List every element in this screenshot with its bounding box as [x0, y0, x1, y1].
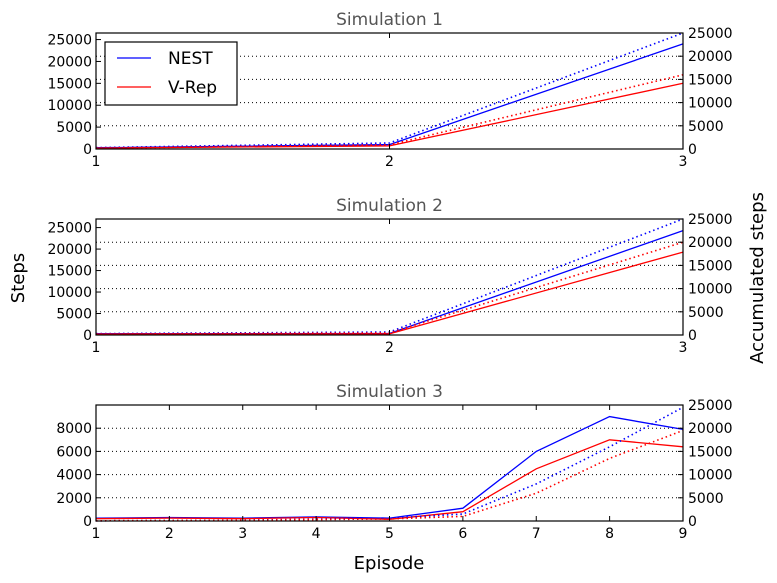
y2-tick-label: 10000 — [688, 282, 733, 298]
y-tick-label: 15000 — [47, 264, 92, 280]
x-tick-label: 1 — [92, 154, 101, 170]
y2-tick-label: 25000 — [688, 212, 733, 228]
series-line-1 — [95, 415, 684, 519]
y-tick-label: 0 — [83, 328, 92, 344]
x-tick-label: 1 — [92, 526, 101, 542]
y2-tick-label: 10000 — [688, 468, 733, 484]
y2-tick-label: 0 — [688, 142, 697, 158]
y2-tick-label: 20000 — [688, 49, 733, 65]
y-tick-label: 8000 — [56, 421, 92, 437]
y-tick-label: 5000 — [56, 307, 92, 323]
y-tick-label: 20000 — [47, 54, 92, 70]
x-tick-label: 2 — [385, 340, 394, 356]
y-tick-label: 4000 — [56, 468, 92, 484]
series-line-3 — [95, 406, 684, 522]
x-tick-label: 9 — [679, 526, 688, 542]
y-tick-label: 10000 — [47, 98, 92, 114]
legend: NEST V-Rep — [104, 41, 238, 106]
chart-title: Simulation 3 — [336, 382, 443, 402]
y2-tick-label: 25000 — [688, 26, 733, 42]
right-y-axis-label: Accumulated steps — [747, 192, 768, 364]
y2-tick-label: 15000 — [688, 444, 733, 460]
chart-title: Simulation 1 — [336, 10, 443, 30]
x-tick-label: 4 — [312, 526, 321, 542]
y2-tick-label: 25000 — [688, 398, 733, 414]
x-tick-label: 3 — [679, 340, 688, 356]
series-line-3 — [95, 32, 684, 149]
series-line-4 — [95, 429, 684, 522]
y-tick-label: 20000 — [47, 242, 92, 258]
x-tick-label: 2 — [165, 526, 174, 542]
x-tick-label: 1 — [92, 340, 101, 356]
y2-tick-label: 10000 — [688, 96, 733, 112]
y-tick-label: 5000 — [56, 120, 92, 136]
legend-label: NEST — [168, 49, 213, 69]
series-line-1 — [95, 229, 684, 335]
series-line-2 — [95, 251, 684, 335]
legend-label: V-Rep — [168, 78, 217, 98]
y2-tick-label: 15000 — [688, 258, 733, 274]
chart-1: Simulation 11 2 30500010000150002000025000… — [47, 10, 732, 170]
left-y-axis-label: Steps — [8, 253, 29, 303]
y2-tick-label: 0 — [688, 328, 697, 344]
x-tick-label: 3 — [238, 526, 247, 542]
chart-title: Simulation 2 — [336, 196, 443, 216]
y2-tick-label: 5000 — [688, 119, 724, 135]
chart-2: Simulation 21 2 30500010000150002000025000… — [47, 196, 732, 356]
y-tick-label: 6000 — [56, 444, 92, 460]
x-tick-label: 8 — [605, 526, 614, 542]
y2-tick-label: 15000 — [688, 72, 733, 88]
plot-frame — [95, 404, 684, 522]
y-tick-label: 25000 — [47, 33, 92, 49]
legend-box — [104, 41, 238, 106]
x-tick-label: 6 — [458, 526, 467, 542]
y2-tick-label: 20000 — [688, 235, 733, 251]
y2-tick-label: 0 — [688, 514, 697, 530]
y-tick-label: 0 — [83, 514, 92, 530]
x-tick-label: 5 — [385, 526, 394, 542]
y2-tick-label: 5000 — [688, 491, 724, 507]
x-tick-label: 3 — [679, 154, 688, 170]
y-tick-label: 2000 — [56, 491, 92, 507]
chart-3: Simulation 31 2 3 4 5 6 7 8 90200040006000800005… — [56, 382, 732, 542]
y2-tick-label: 5000 — [688, 305, 724, 321]
y-tick-label: 10000 — [47, 285, 92, 301]
x-tick-label: 7 — [532, 526, 541, 542]
y2-tick-label: 20000 — [688, 421, 733, 437]
x-tick-label: 2 — [385, 154, 394, 170]
y-tick-label: 15000 — [47, 76, 92, 92]
y-tick-label: 0 — [83, 142, 92, 158]
y-tick-label: 25000 — [47, 221, 92, 237]
x-axis-label: Episode — [354, 553, 425, 574]
